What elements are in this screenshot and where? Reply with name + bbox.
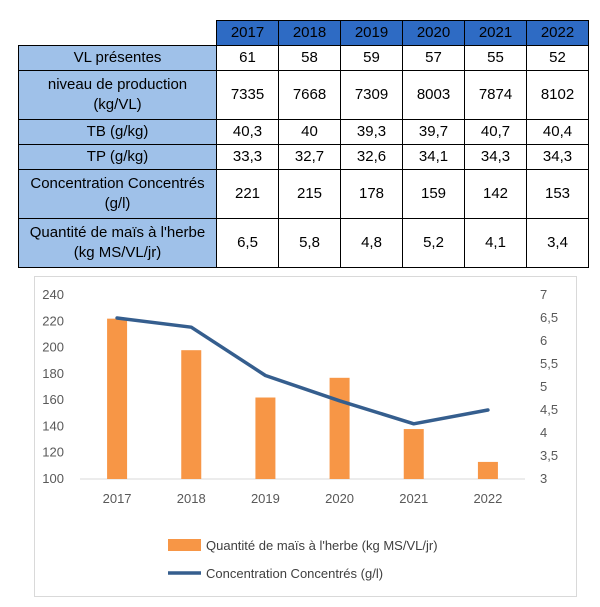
row-label: TP (g/kg) (18, 144, 217, 170)
right-axis-tick-label: 4 (540, 425, 547, 440)
table-cell: 34,1 (402, 144, 465, 170)
table-cell: 34,3 (526, 144, 589, 170)
table-cell: 5,2 (402, 218, 465, 268)
table-cell: 58 (278, 45, 341, 71)
row-label: Concentration Concentrés (g/l) (18, 169, 217, 219)
left-axis-tick-label: 100 (42, 471, 64, 486)
data-table: 2017 2018 2019 2020 2021 2022 VL présent… (18, 20, 589, 268)
combo-chart: 100 120 140 160 180 200 220 240 3 3,5 4 4,5 5 5,5 6 6,5… (42, 287, 558, 581)
table-row: niveau de production (kg/VL) 7335 7668 7… (18, 70, 589, 120)
table-cell: 7874 (464, 70, 527, 120)
chart-area: 100 120 140 160 180 200 220 240 3 3,5 4 4,5 5 5,5 6 6,5… (34, 276, 577, 597)
table-row: VL présentes 61 58 59 57 55 52 (18, 45, 589, 71)
right-axis-tick-label: 7 (540, 287, 547, 302)
year-header-cell: 2019 (340, 20, 403, 46)
right-axis-tick-label: 3 (540, 471, 547, 486)
legend-swatch-bar (168, 539, 201, 551)
table-cell: 32,6 (340, 144, 403, 170)
table-cell: 8102 (526, 70, 589, 120)
x-axis-tick-label: 2021 (399, 491, 428, 506)
legend-label: Concentration Concentrés (g/l) (206, 566, 383, 581)
right-axis-tick-label: 6 (540, 333, 547, 348)
row-label: Quantité de maïs à l'herbe (kg MS/VL/jr) (18, 218, 217, 268)
table-cell: 8003 (402, 70, 465, 120)
right-axis-tick-label: 6,5 (540, 310, 558, 325)
bar (255, 397, 276, 479)
table-cell: 178 (340, 169, 403, 219)
left-axis-tick-label: 180 (42, 366, 64, 381)
bar (403, 429, 424, 479)
series-line (115, 316, 490, 426)
table-cell: 142 (464, 169, 527, 219)
table-cell: 40,7 (464, 119, 527, 145)
right-axis-tick-label: 5 (540, 379, 547, 394)
table-cell: 34,3 (464, 144, 527, 170)
table-cell: 153 (526, 169, 589, 219)
right-axis-tick-label: 5,5 (540, 356, 558, 371)
table-row: Concentration Concentrés (g/l) 221 215 1… (18, 169, 589, 219)
table-cell: 55 (464, 45, 527, 71)
table-cell: 40,3 (216, 119, 279, 145)
x-axis-tick-label: 2019 (251, 491, 280, 506)
x-axis-tick-label: 2022 (473, 491, 502, 506)
left-axis-tick-label: 220 (42, 313, 64, 328)
legend-label: Quantité de maïs à l'herbe (kg MS/VL/jr) (206, 538, 438, 553)
table-cell: 40 (278, 119, 341, 145)
row-label: TB (g/kg) (18, 119, 217, 145)
x-axis-tick-label: 2018 (177, 491, 206, 506)
table-corner-cell (18, 20, 217, 46)
table-row: Quantité de maïs à l'herbe (kg MS/VL/jr)… (18, 218, 589, 268)
table-cell: 159 (402, 169, 465, 219)
bar (181, 350, 202, 479)
left-axis-tick-label: 200 (42, 340, 64, 355)
table-cell: 215 (278, 169, 341, 219)
left-axis-tick-label: 240 (42, 287, 64, 302)
x-axis-tick-label: 2017 (103, 491, 132, 506)
table-cell: 4,8 (340, 218, 403, 268)
table-cell: 7335 (216, 70, 279, 120)
bar (329, 377, 350, 479)
table-cell: 61 (216, 45, 279, 71)
table-cell: 52 (526, 45, 589, 71)
table-cell: 32,7 (278, 144, 341, 170)
table-cell: 5,8 (278, 218, 341, 268)
table-cell: 59 (340, 45, 403, 71)
table-cell: 7668 (278, 70, 341, 120)
table-cell: 7309 (340, 70, 403, 120)
table-cell: 3,4 (526, 218, 589, 268)
table-cell: 33,3 (216, 144, 279, 170)
right-axis-tick-label: 3,5 (540, 448, 558, 463)
x-axis-tick-label: 2020 (325, 491, 354, 506)
year-header-cell: 2018 (278, 20, 341, 46)
left-axis-tick-label: 140 (42, 418, 64, 433)
table-cell: 39,3 (340, 119, 403, 145)
table-cell: 39,7 (402, 119, 465, 145)
table-cell: 6,5 (216, 218, 279, 268)
table-cell: 4,1 (464, 218, 527, 268)
left-axis-tick-label: 160 (42, 392, 64, 407)
table-row: TP (g/kg) 33,3 32,7 32,6 34,1 34,3 34,3 (18, 144, 589, 170)
bar (477, 461, 498, 479)
table-cell: 221 (216, 169, 279, 219)
table-header-row: 2017 2018 2019 2020 2021 2022 (18, 20, 589, 46)
right-axis-tick-label: 4,5 (540, 402, 558, 417)
left-axis-tick-label: 120 (42, 445, 64, 460)
table-cell: 40,4 (526, 119, 589, 145)
year-header-cell: 2017 (216, 20, 279, 46)
year-header-cell: 2022 (526, 20, 589, 46)
row-label: VL présentes (18, 45, 217, 71)
year-header-cell: 2020 (402, 20, 465, 46)
bar (107, 318, 128, 479)
row-label: niveau de production (kg/VL) (18, 70, 217, 120)
table-cell: 57 (402, 45, 465, 71)
table-row: TB (g/kg) 40,3 40 39,3 39,7 40,7 40,4 (18, 119, 589, 145)
year-header-cell: 2021 (464, 20, 527, 46)
